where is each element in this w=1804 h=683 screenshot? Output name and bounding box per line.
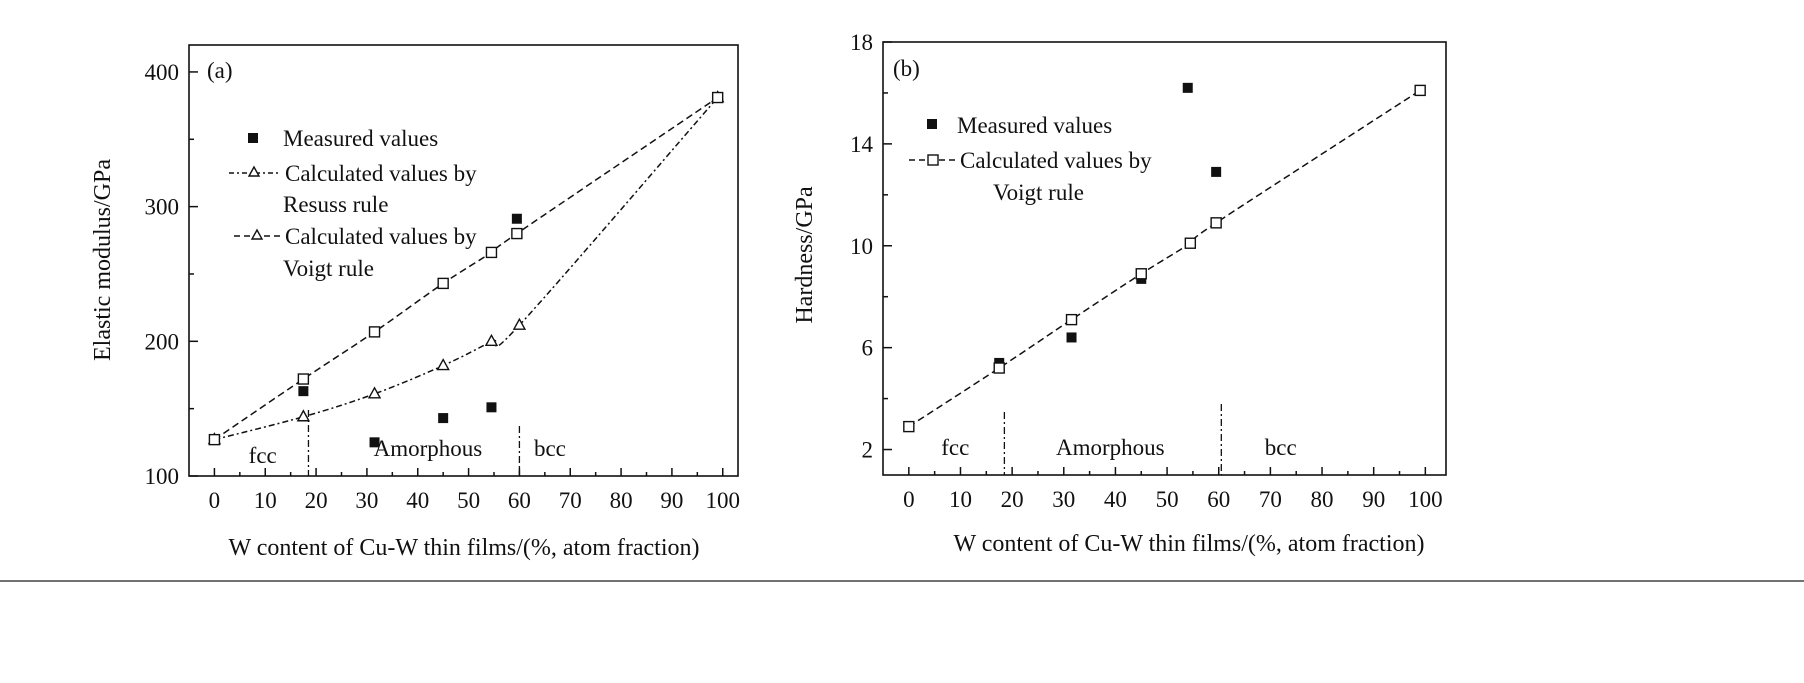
panel-b-x-tick-label: 20 [1001, 487, 1024, 512]
panel-a-x-tick-label: 50 [457, 488, 480, 513]
legend-a-measured-marker [248, 133, 258, 143]
panel-a-series-2-point [297, 373, 310, 385]
legend-b-voigt-label-2: Voigt rule [993, 180, 1084, 205]
panel-a-ticks: 0 10 20 30 40 50 60 70 80 90 100 100 200 300 400 [145, 60, 741, 513]
panel-b-x-tick-label: 50 [1156, 487, 1179, 512]
panel-a-x-tick-label: 70 [559, 488, 582, 513]
panel-b-x-tick-label: 0 [903, 487, 915, 512]
legend-a-measured-label: Measured values [283, 126, 438, 151]
legend-a-voigt-marker [250, 228, 264, 240]
panel-b-lines [908, 89, 1421, 428]
panel-b-label: (b) [893, 56, 920, 81]
panel-a-y-tick-label: 200 [145, 329, 180, 354]
panel-a-series-0-point [486, 402, 497, 413]
panel-a-x-tick-label: 80 [610, 488, 633, 513]
panel-a-series-1-line [214, 97, 719, 441]
panel-b-series-1-point [1414, 84, 1426, 97]
panel-b-series-1-point [1065, 313, 1078, 326]
panel-b-y-tick-label: 10 [850, 234, 873, 259]
panel-b-x-tick-label: 60 [1207, 487, 1230, 512]
panel-b-series-0-point [1066, 332, 1077, 343]
panel-b-legend: Measured values Calculated values by Voi… [909, 113, 1152, 205]
panel-a-elastic-modulus: 0 10 20 30 40 50 60 70 80 90 100 100 200 300 400 (a) M… [90, 44, 741, 561]
panel-a-series-0-point [298, 386, 309, 397]
legend-a-reuss-label-1: Calculated values by [285, 161, 477, 186]
panel-b-y-tick-label: 6 [862, 336, 874, 361]
panel-b-y-tick-label: 2 [862, 438, 874, 463]
panel-a-x-tick-label: 20 [305, 488, 328, 513]
panel-a-markers [207, 90, 725, 448]
panel-b-x-tick-label: 100 [1408, 487, 1443, 512]
panel-b-region-amorphous: Amorphous [1056, 435, 1165, 460]
panel-a-region-amorphous: Amorphous [374, 436, 483, 461]
panel-a-series-0-point [369, 437, 380, 448]
panel-b-ticks: 0 10 20 30 40 50 60 70 80 90 100 2 6 10 14 18 [850, 30, 1443, 512]
panel-a-x-tick-label: 60 [508, 488, 531, 513]
panel-a-series-2-point [208, 433, 221, 446]
panel-a-series-1-point [367, 386, 382, 399]
legend-a-reuss-marker [247, 165, 261, 177]
panel-a-series-2-point [437, 277, 449, 290]
panel-a-series-1-point [512, 317, 527, 330]
panel-a-x-tick-label: 100 [706, 488, 741, 513]
panel-a-y-axis-title: Elastic modulus/GPa [90, 159, 116, 361]
panel-a-series-2-point [511, 227, 523, 240]
panel-a-x-tick-label: 40 [406, 488, 429, 513]
panel-b-markers [903, 82, 1426, 433]
panel-a-x-tick-label: 0 [209, 488, 221, 513]
panel-b-series-1-point [1135, 268, 1147, 280]
panel-b-series-1-line [908, 89, 1421, 428]
panel-b-series-1-point [903, 420, 915, 433]
panel-b-x-tick-label: 30 [1052, 487, 1075, 512]
panel-a-series-2-point [711, 91, 724, 104]
panel-b-x-tick-label: 10 [949, 487, 972, 512]
panel-b-x-tick-label: 90 [1362, 487, 1385, 512]
panel-a-y-tick-label: 300 [145, 195, 180, 220]
panel-a-series-1-point [296, 409, 311, 422]
legend-a-voigt-label-1: Calculated values by [285, 224, 477, 249]
panel-b-hardness: 0 10 20 30 40 50 60 70 80 90 100 2 6 10 14 18 (b) Measu… [792, 30, 1447, 557]
panel-a-region-fcc: fcc [249, 443, 277, 468]
panel-b-series-0-point [1211, 166, 1222, 177]
panel-b-x-tick-label: 40 [1104, 487, 1127, 512]
panel-a-x-tick-label: 10 [254, 488, 277, 513]
panel-b-x-tick-label: 70 [1259, 487, 1282, 512]
panel-a-legend: Measured values Calculated values by Res… [229, 126, 477, 281]
panel-b-series-1-point [1210, 217, 1222, 229]
panel-a-series-1-point [436, 358, 450, 371]
legend-b-voigt-marker [927, 154, 939, 166]
panel-b-series-1-point [1184, 237, 1197, 249]
panel-a-series-0-point [511, 213, 522, 224]
legend-a-reuss-label-2: Resuss rule [283, 192, 388, 217]
panel-b-x-tick-label: 80 [1311, 487, 1334, 512]
panel-b-y-tick-label: 18 [850, 30, 873, 55]
panel-a-x-axis-title: W content of Cu-W thin films/(%, atom fr… [229, 535, 700, 561]
panel-a-x-tick-label: 90 [660, 488, 683, 513]
panel-b-y-axis-title: Hardness/GPa [792, 186, 818, 324]
panel-b-region-bcc: bcc [1265, 435, 1297, 460]
panel-b-series-1-point [993, 362, 1005, 374]
panel-a-series-2-point [485, 246, 498, 259]
panel-a-x-tick-label: 30 [355, 488, 378, 513]
panel-b-y-tick-label: 14 [850, 132, 874, 157]
panel-a-series-0-point [438, 413, 449, 424]
legend-b-measured-marker [927, 119, 937, 129]
panel-a-series-2-point [368, 326, 381, 338]
legend-b-voigt-label-1: Calculated values by [960, 148, 1152, 173]
panel-a-y-tick-label: 100 [145, 464, 180, 489]
panel-b-frame [882, 41, 1447, 476]
panel-b-series-0-point [1182, 82, 1193, 93]
panel-b-region-fcc: fcc [941, 435, 969, 460]
panel-a-label: (a) [207, 58, 233, 83]
panel-b-x-axis-title: W content of Cu-W thin films/(%, atom fr… [954, 531, 1425, 557]
legend-b-measured-label: Measured values [957, 113, 1112, 138]
legend-a-voigt-label-2: Voigt rule [283, 256, 374, 281]
panel-a-region-bcc: bcc [534, 436, 566, 461]
panel-a-y-tick-label: 400 [145, 60, 180, 85]
panel-a-frame [188, 44, 739, 477]
panel-a-series-1-point [484, 333, 499, 347]
